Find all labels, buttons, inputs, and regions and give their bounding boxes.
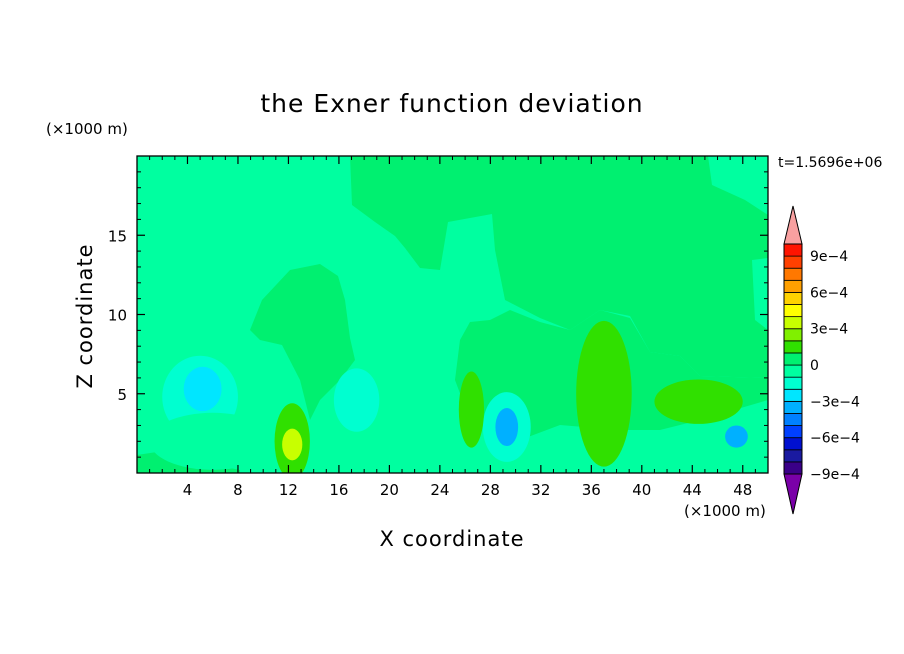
colorbar-segment — [783, 292, 803, 305]
contour-feature-2 — [149, 412, 276, 470]
x-tick-label: 8 — [233, 481, 243, 499]
contour-field — [137, 156, 768, 473]
colorbar-segment — [783, 388, 803, 402]
colorbar-segment — [783, 328, 803, 342]
colorbar-segment — [783, 364, 803, 378]
y-unit-label: (×1000 m) — [46, 120, 128, 138]
contour-feature-4 — [282, 428, 303, 461]
colorbar-segment — [783, 376, 803, 390]
contour-feature-5 — [333, 368, 380, 432]
y-tick-label: 5 — [117, 386, 127, 404]
y-tick-label: 15 — [108, 227, 127, 245]
colorbar-segment — [783, 279, 803, 293]
colorbar-arrow-bottom — [783, 473, 803, 515]
y-tick-label: 10 — [108, 307, 127, 325]
colorbar-arrow-top — [783, 205, 803, 245]
colorbar-tick-label: 3e−4 — [810, 322, 848, 338]
x-tick-label: 16 — [329, 481, 348, 499]
time-label: t=1.5696e+06 — [778, 155, 882, 171]
colorbar-tick-label: 6e−4 — [810, 285, 848, 301]
contour-feature-11 — [654, 379, 743, 424]
chart-title: the Exner function deviation — [260, 89, 643, 118]
colorbar: 9e−4 6e−4 3e−4 0 −3e−4 −6e−4 −9e−4 — [783, 205, 860, 515]
colorbar-tick-label: −9e−4 — [810, 467, 860, 483]
colorbar-segment — [783, 316, 803, 330]
colorbar-segment — [783, 437, 803, 451]
region-teal-right — [708, 156, 768, 215]
colorbar-segment — [783, 267, 803, 281]
colorbar-segment — [783, 413, 803, 426]
x-tick-label: 32 — [531, 481, 550, 499]
colorbar-segment — [783, 425, 803, 439]
region-positive-tongue-1 — [250, 264, 355, 420]
x-tick-label: 20 — [380, 481, 399, 499]
x-ticks: 4 8 12 16 20 24 28 32 36 40 44 48 — [149, 156, 756, 499]
x-tick-label: 44 — [683, 481, 702, 499]
colorbar-tick-label: 0 — [810, 358, 819, 374]
x-tick-label: 36 — [582, 481, 601, 499]
colorbar-tick-label: −6e−4 — [810, 431, 860, 447]
colorbar-segment — [783, 304, 803, 318]
region-teal-right-mid — [752, 258, 768, 330]
x-unit-label: (×1000 m) — [684, 502, 766, 520]
x-axis-label: X coordinate — [379, 527, 524, 551]
colorbar-tick-label: 9e−4 — [810, 249, 848, 265]
colorbar-segment — [783, 340, 803, 354]
colorbar-segment — [783, 255, 803, 269]
contour-feature-1 — [183, 366, 222, 412]
colorbar-segment — [783, 243, 803, 257]
x-tick-label: 4 — [183, 481, 193, 499]
y-ticks: 5 10 15 — [108, 171, 768, 458]
x-tick-label: 48 — [733, 481, 752, 499]
x-tick-label: 40 — [632, 481, 651, 499]
colorbar-segment — [783, 461, 803, 475]
colorbar-segment — [783, 352, 803, 366]
contour-feature-9 — [576, 320, 632, 467]
x-tick-label: 28 — [481, 481, 500, 499]
colorbar-segment — [783, 400, 803, 414]
colorbar-tick-label: −3e−4 — [810, 394, 860, 410]
colorbar-frame — [783, 243, 803, 475]
x-tick-label: 24 — [430, 481, 449, 499]
y-axis-label: Z coordinate — [73, 243, 97, 388]
colorbar-segment — [783, 449, 803, 463]
contour-feature-8 — [458, 371, 485, 448]
x-tick-label: 12 — [279, 481, 298, 499]
contour-feature-7 — [495, 408, 519, 447]
contour-features — [149, 320, 748, 473]
contour-feature-10 — [725, 425, 748, 448]
